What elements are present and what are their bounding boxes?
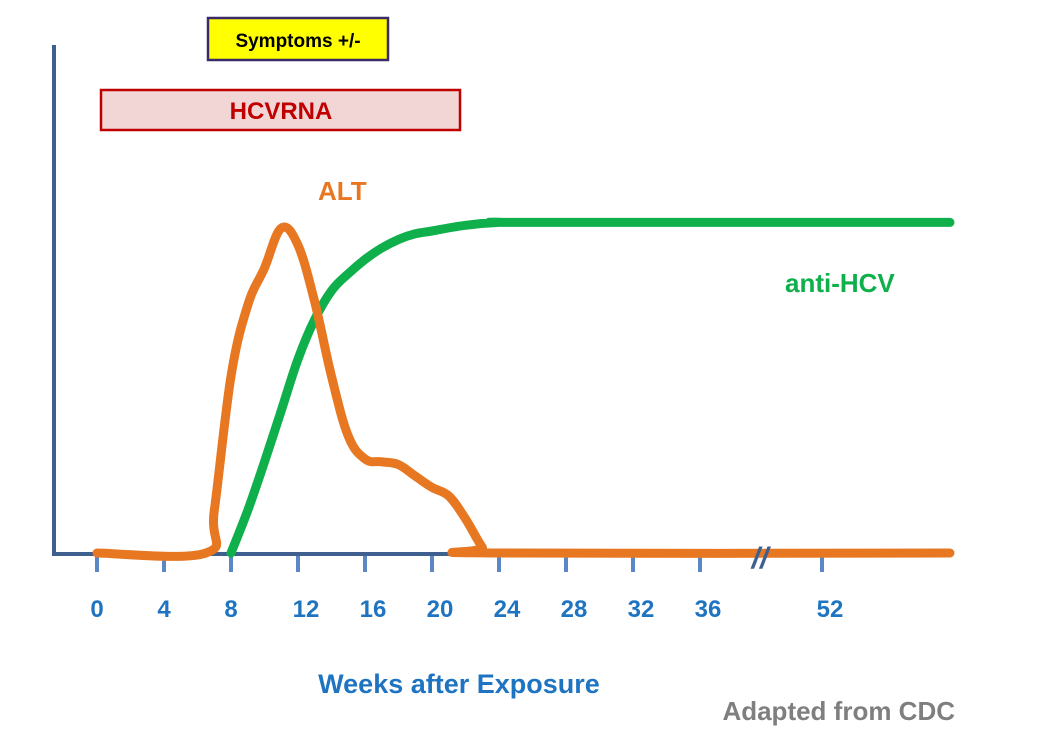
- series-lines: [92, 217, 955, 561]
- series-label-anti-hcv: anti-HCV: [785, 268, 895, 298]
- symptoms-box-rect: [206, 16, 390, 62]
- x-tick-label-8: 8: [224, 596, 237, 623]
- symptoms-box: Symptoms +/-: [206, 16, 390, 62]
- x-tick-label-0: 0: [90, 596, 103, 623]
- hcvrna-box-rect: [99, 88, 462, 132]
- source-credit: Adapted from CDC: [722, 696, 955, 726]
- x-tick-label-52: 52: [817, 596, 844, 623]
- x-tick-label-32: 32: [628, 596, 655, 623]
- x-tick-label-16: 16: [360, 596, 387, 623]
- x-axis-label: Weeks after Exposure: [318, 669, 600, 699]
- series-line-anti-hcv: [226, 217, 955, 558]
- series-line-alt: [92, 222, 955, 561]
- hcvrna-box: HCVRNA: [99, 88, 462, 132]
- x-tick-label-20: 20: [427, 596, 454, 623]
- x-tick-label-36: 36: [695, 596, 722, 623]
- x-tick-label-12: 12: [293, 596, 320, 623]
- x-tick-label-28: 28: [561, 596, 588, 623]
- symptoms-box-label: Symptoms +/-: [235, 31, 360, 52]
- x-axis-ticks: [95, 556, 824, 572]
- x-axis-tick-labels: 0 4 8 12 16 20 24 28 32 36 52: [90, 596, 843, 623]
- x-tick-label-24: 24: [494, 596, 521, 623]
- axis-break-mark: //: [750, 542, 771, 575]
- hcvrna-box-label: HCVRNA: [230, 98, 333, 125]
- series-label-alt: ALT: [318, 176, 367, 206]
- x-tick-label-4: 4: [157, 596, 171, 623]
